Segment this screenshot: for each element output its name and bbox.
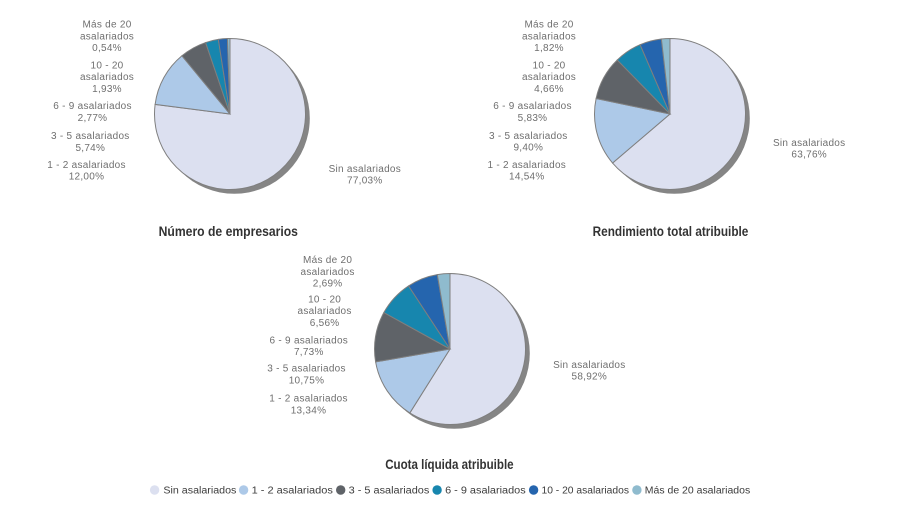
svg-text:asalariados: asalariados [80, 72, 134, 83]
svg-text:2,69%: 2,69% [313, 279, 343, 290]
svg-text:asalariados: asalariados [522, 72, 576, 83]
svg-text:Más de 20: Más de 20 [82, 20, 131, 31]
svg-text:Sin asalariados: Sin asalariados [163, 486, 236, 497]
svg-text:3 - 5 asalariados: 3 - 5 asalariados [51, 131, 130, 142]
svg-text:Sin asalariados: Sin asalariados [553, 360, 625, 371]
svg-text:10,75%: 10,75% [289, 375, 325, 386]
svg-text:Número de empresarios: Número de empresarios [159, 224, 298, 239]
svg-text:10 - 20: 10 - 20 [308, 294, 341, 305]
svg-text:5,74%: 5,74% [75, 143, 105, 154]
svg-text:2,77%: 2,77% [78, 113, 108, 124]
svg-text:6 - 9 asalariados: 6 - 9 asalariados [493, 101, 572, 112]
svg-text:Más de 20 asalariados: Más de 20 asalariados [645, 486, 750, 497]
svg-text:Cuota líquida atribuible: Cuota líquida atribuible [385, 457, 514, 472]
svg-text:asalariados: asalariados [298, 306, 352, 317]
svg-text:1 - 2 asalariados: 1 - 2 asalariados [47, 160, 126, 171]
svg-text:7,73%: 7,73% [294, 347, 324, 358]
svg-text:1 - 2 asalariados: 1 - 2 asalariados [488, 160, 567, 171]
svg-text:63,76%: 63,76% [791, 150, 827, 161]
svg-text:10 - 20: 10 - 20 [532, 60, 565, 71]
svg-text:10 - 20: 10 - 20 [90, 60, 123, 71]
svg-text:Más de 20: Más de 20 [303, 255, 352, 266]
svg-text:0,54%: 0,54% [92, 43, 122, 54]
svg-text:3 - 5 asalariados: 3 - 5 asalariados [267, 364, 346, 375]
svg-text:12,00%: 12,00% [69, 172, 105, 183]
svg-text:Sin asalariados: Sin asalariados [329, 164, 401, 175]
svg-text:6,56%: 6,56% [310, 318, 340, 329]
svg-text:Más de 20: Más de 20 [524, 20, 573, 31]
svg-text:4,66%: 4,66% [534, 84, 564, 95]
svg-text:1,82%: 1,82% [534, 43, 564, 54]
svg-text:3 - 5 asalariados: 3 - 5 asalariados [489, 131, 568, 142]
svg-text:77,03%: 77,03% [347, 176, 383, 187]
svg-text:1,93%: 1,93% [92, 84, 122, 95]
svg-text:13,34%: 13,34% [291, 405, 327, 416]
svg-text:6 - 9 asalariados: 6 - 9 asalariados [53, 101, 132, 112]
svg-text:10 - 20 asalariados: 10 - 20 asalariados [542, 486, 630, 497]
svg-text:asalariados: asalariados [522, 31, 576, 42]
svg-text:58,92%: 58,92% [572, 372, 608, 383]
svg-text:3 - 5 asalariados: 3 - 5 asalariados [349, 486, 430, 497]
svg-text:asalariados: asalariados [80, 31, 134, 42]
svg-text:Rendimiento total atribuible: Rendimiento total atribuible [593, 224, 749, 239]
svg-text:Sin asalariados: Sin asalariados [773, 138, 845, 149]
svg-text:6 - 9 asalariados: 6 - 9 asalariados [270, 335, 349, 346]
svg-text:14,54%: 14,54% [509, 172, 545, 183]
svg-text:6 - 9 asalariados: 6 - 9 asalariados [445, 486, 526, 497]
svg-text:5,83%: 5,83% [518, 113, 548, 124]
svg-text:9,40%: 9,40% [513, 143, 543, 154]
svg-text:1 - 2 asalariados: 1 - 2 asalariados [252, 486, 333, 497]
svg-text:1 - 2 asalariados: 1 - 2 asalariados [269, 394, 348, 405]
svg-text:asalariados: asalariados [301, 267, 355, 278]
